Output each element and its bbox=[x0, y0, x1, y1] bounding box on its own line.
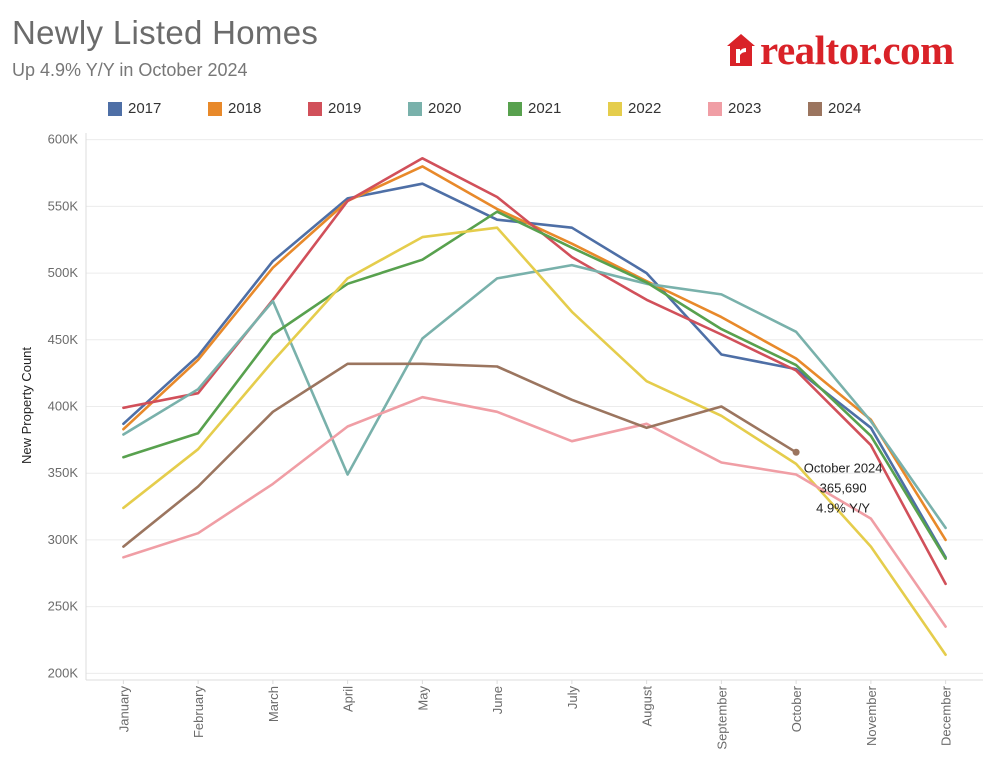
legend-swatch bbox=[608, 101, 622, 116]
annotation-label: October 2024 bbox=[804, 460, 883, 475]
legend-label: 2020 bbox=[428, 100, 462, 117]
x-tick-label: May bbox=[415, 686, 430, 711]
legend-label: 2017 bbox=[128, 100, 162, 117]
y-tick-label: 250K bbox=[48, 599, 79, 614]
legend-label: 2019 bbox=[328, 100, 362, 117]
x-tick-label: September bbox=[714, 685, 729, 749]
annotation-label: 365,690 bbox=[820, 480, 867, 495]
y-tick-label: 300K bbox=[48, 532, 79, 547]
legend-item-2022[interactable]: 2022 bbox=[608, 100, 708, 117]
series-line-2017[interactable] bbox=[122, 182, 947, 559]
legend-item-2021[interactable]: 2021 bbox=[508, 100, 608, 117]
legend-item-2024[interactable]: 2024 bbox=[808, 100, 908, 117]
y-tick-label: 600K bbox=[48, 132, 79, 147]
series-line-2022[interactable] bbox=[122, 226, 947, 657]
y-tick-label: 500K bbox=[48, 265, 79, 280]
y-tick-label: 550K bbox=[48, 198, 79, 213]
series-line-2023[interactable] bbox=[122, 395, 947, 628]
series-line-2024[interactable] bbox=[122, 362, 798, 548]
y-tick-label: 400K bbox=[48, 399, 79, 414]
x-tick-label: October bbox=[789, 685, 804, 732]
x-tick-label: November bbox=[864, 685, 879, 746]
legend-item-2020[interactable]: 2020 bbox=[408, 100, 508, 117]
logo-wordmark: realtor.com bbox=[760, 27, 954, 73]
x-tick-label: April bbox=[341, 686, 356, 712]
x-tick-label: August bbox=[640, 686, 655, 727]
legend-item-2017[interactable]: 2017 bbox=[108, 100, 208, 117]
x-tick-label: February bbox=[191, 686, 206, 739]
legend-swatch bbox=[408, 101, 422, 116]
legend-label: 2018 bbox=[228, 100, 262, 117]
series-line-2021[interactable] bbox=[122, 210, 947, 560]
legend-item-2018[interactable]: 2018 bbox=[208, 100, 308, 117]
legend-swatch bbox=[808, 101, 822, 116]
legend-item-2019[interactable]: 2019 bbox=[308, 100, 408, 117]
x-tick-label: June bbox=[490, 686, 505, 714]
legend-label: 2021 bbox=[528, 100, 562, 117]
x-tick-label: January bbox=[116, 686, 131, 733]
house-r-icon bbox=[727, 34, 755, 66]
legend-swatch bbox=[708, 101, 722, 116]
legend-label: 2024 bbox=[828, 100, 862, 117]
legend-item-2023[interactable]: 2023 bbox=[708, 100, 808, 117]
y-axis-label: New Property Count bbox=[19, 347, 34, 464]
legend-swatch bbox=[308, 101, 322, 116]
realtor-logo[interactable]: realtor.com bbox=[726, 27, 954, 73]
chart-subtitle: Up 4.9% Y/Y in October 2024 bbox=[12, 60, 248, 80]
annotation-marker bbox=[792, 448, 800, 456]
chart-title: Newly Listed Homes bbox=[12, 14, 319, 51]
x-tick-label: July bbox=[565, 686, 580, 710]
legend-swatch bbox=[508, 101, 522, 116]
y-tick-label: 450K bbox=[48, 332, 79, 347]
legend: 2017 2018 2019 2020 2021 2022 2023 2024 bbox=[108, 100, 908, 117]
x-tick-label: December bbox=[939, 685, 954, 746]
x-tick-label: March bbox=[266, 686, 281, 722]
y-tick-label: 350K bbox=[48, 465, 79, 480]
legend-label: 2022 bbox=[628, 100, 662, 117]
legend-swatch bbox=[108, 101, 122, 116]
legend-swatch bbox=[208, 101, 222, 116]
series-line-2020[interactable] bbox=[122, 263, 947, 530]
legend-label: 2023 bbox=[728, 100, 762, 117]
y-tick-label: 200K bbox=[48, 665, 79, 680]
annotation-label: 4.9% Y/Y bbox=[816, 500, 870, 515]
